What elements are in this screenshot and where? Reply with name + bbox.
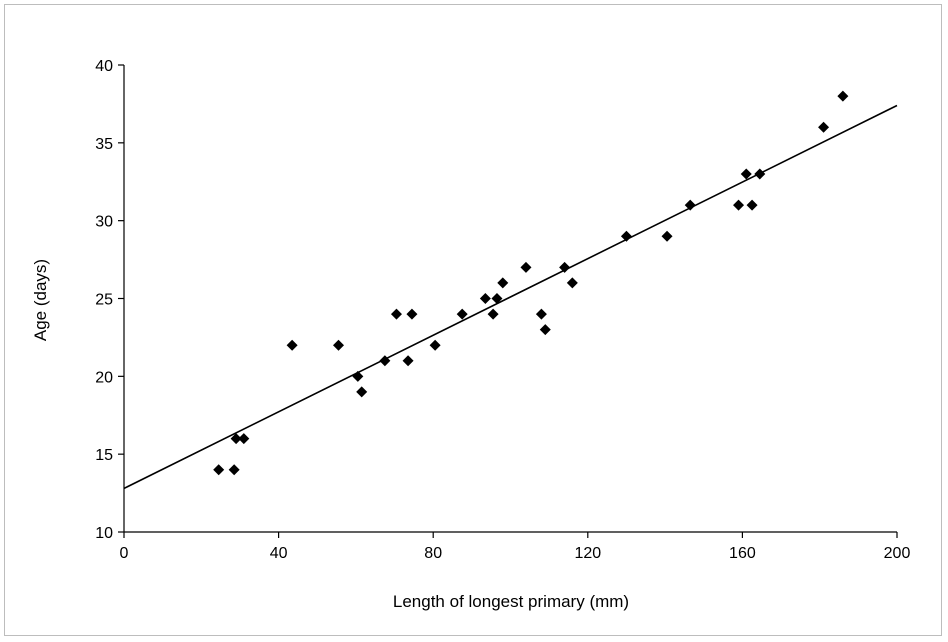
data-point xyxy=(429,339,441,351)
x-tick-label: 0 xyxy=(120,545,129,562)
x-tick-label: 40 xyxy=(270,545,288,562)
x-tick-label: 80 xyxy=(424,545,442,562)
data-point xyxy=(684,199,696,211)
chart-frame xyxy=(4,4,942,636)
x-axis-title: Length of longest primary (mm) xyxy=(393,592,629,611)
data-point xyxy=(620,230,632,242)
data-point xyxy=(479,293,491,304)
y-tick-label: 40 xyxy=(95,58,113,75)
data-point xyxy=(402,355,414,367)
data-point xyxy=(535,308,547,320)
data-point xyxy=(352,370,364,382)
x-tick-label: 200 xyxy=(884,545,911,562)
data-point xyxy=(520,261,532,273)
data-point xyxy=(406,308,418,320)
data-point xyxy=(566,277,578,289)
y-tick-label: 20 xyxy=(95,369,113,386)
data-point xyxy=(733,199,745,211)
data-point xyxy=(754,168,766,180)
y-tick-label: 25 xyxy=(95,292,113,309)
data-point xyxy=(213,464,225,476)
x-tick-label: 160 xyxy=(729,545,756,562)
y-tick-label: 10 xyxy=(95,525,113,542)
data-point xyxy=(491,293,503,304)
data-point xyxy=(230,433,242,445)
data-point xyxy=(286,339,298,351)
data-point xyxy=(661,230,673,242)
data-point xyxy=(539,324,551,336)
data-point xyxy=(390,308,402,320)
data-point xyxy=(333,339,345,351)
data-point xyxy=(228,464,240,476)
trendline xyxy=(123,104,898,490)
data-point xyxy=(356,386,368,398)
data-point xyxy=(559,261,571,273)
data-point xyxy=(487,308,499,320)
data-point xyxy=(746,199,758,211)
data-point xyxy=(837,90,849,102)
plot-area: 10 15 20 25 30 35 40 0 40 80 120 160 200 xyxy=(95,58,910,562)
data-point xyxy=(818,121,830,133)
data-point xyxy=(497,277,509,289)
x-tick-label: 120 xyxy=(574,545,601,562)
data-point xyxy=(456,308,468,320)
y-tick-label: 15 xyxy=(95,447,113,464)
y-tick-label: 30 xyxy=(95,214,113,231)
y-tick-label: 35 xyxy=(95,136,113,153)
data-point xyxy=(740,168,752,180)
data-point xyxy=(238,433,250,445)
data-point xyxy=(379,355,391,367)
y-axis-title: Age (days) xyxy=(31,259,50,341)
